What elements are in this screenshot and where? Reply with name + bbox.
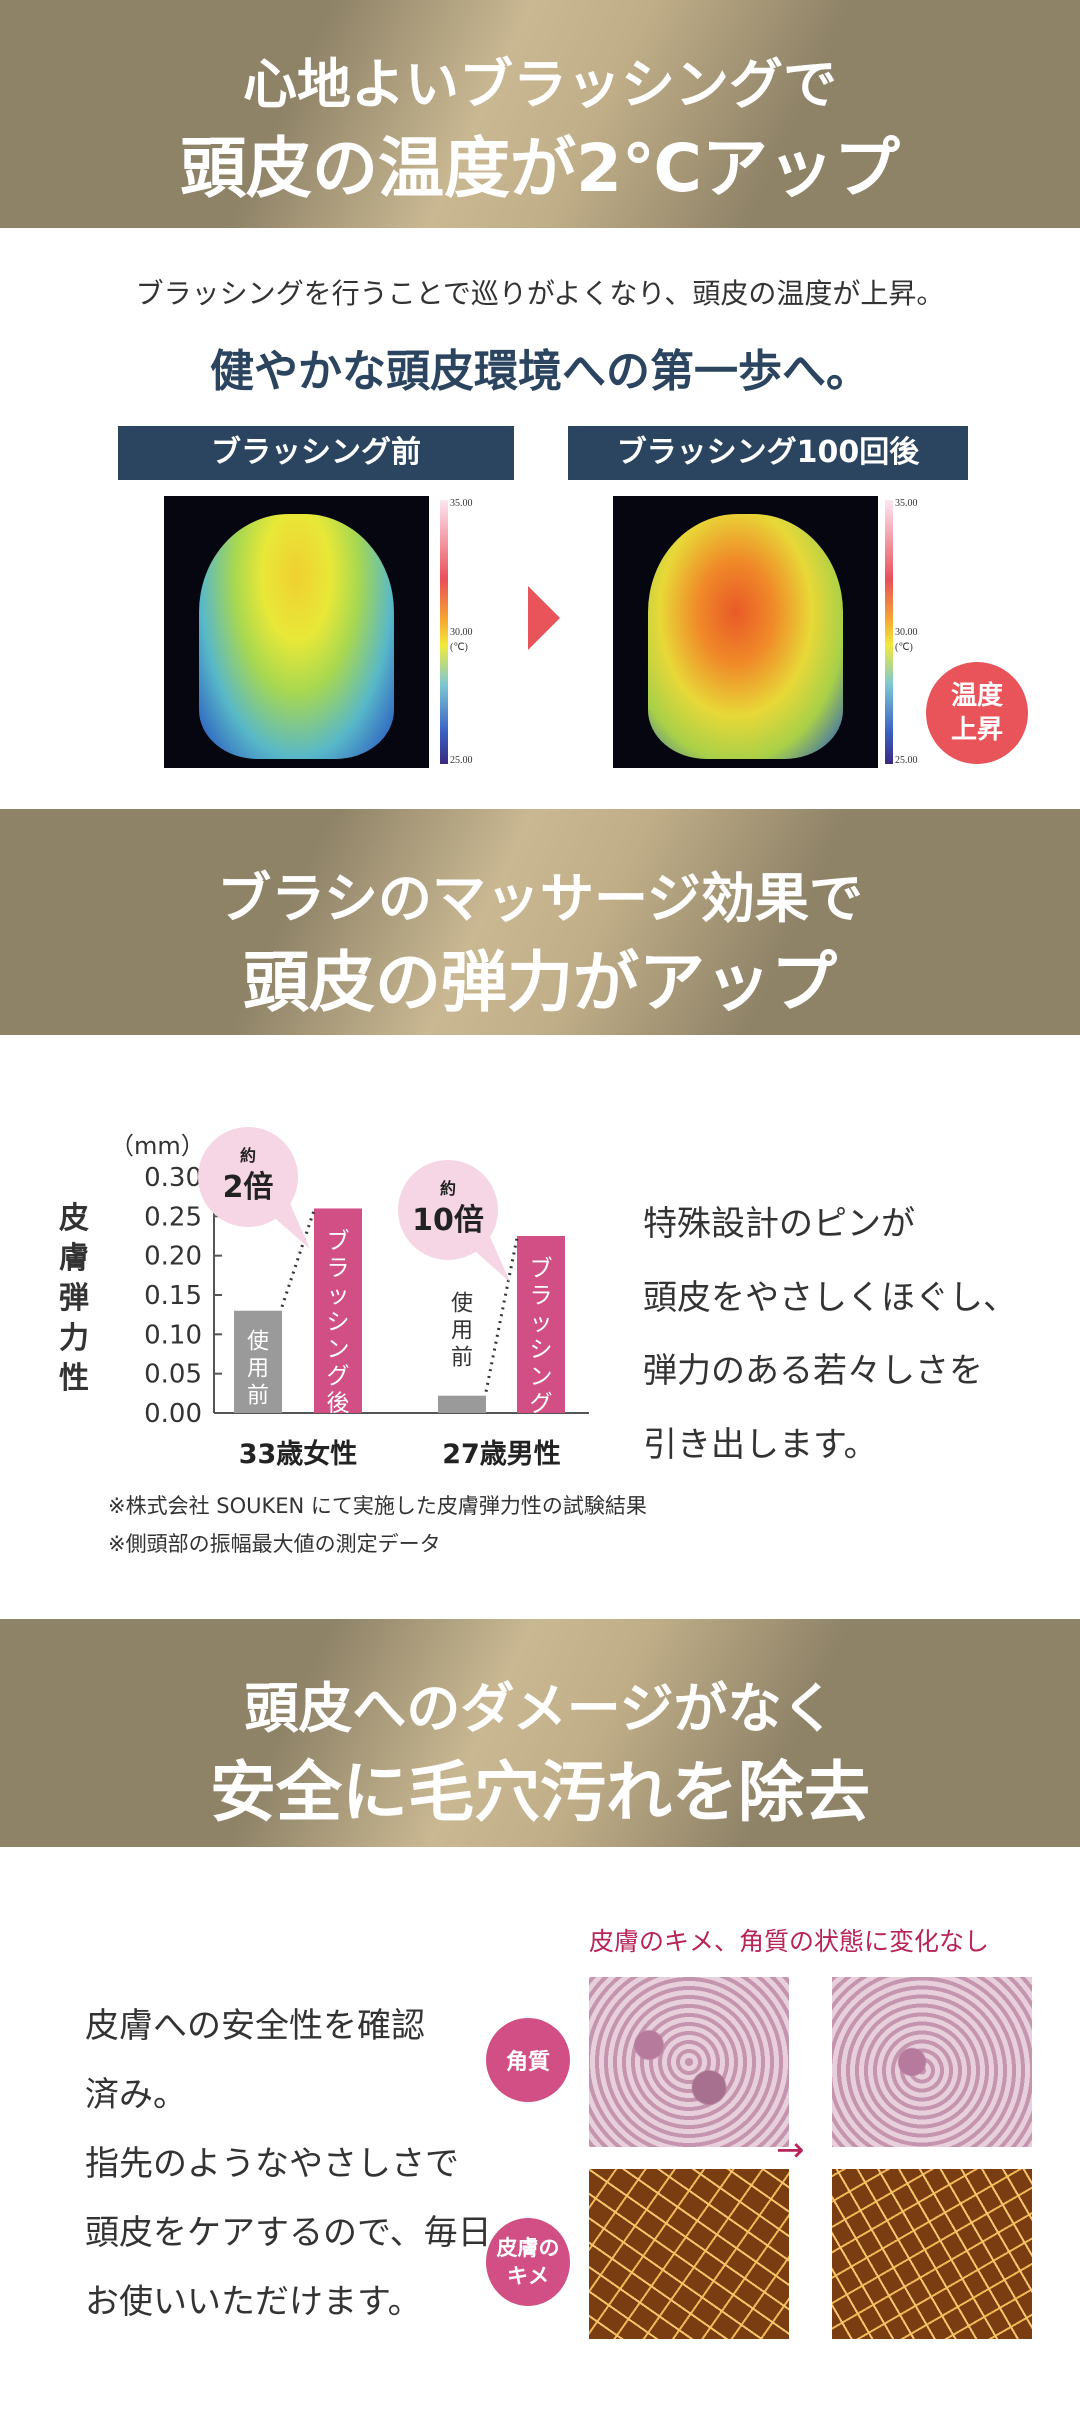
- section1-title-line1: 心地よいブラッシングで: [243, 53, 837, 116]
- section3-banner: 頭皮へのダメージがなく 安全に毛穴汚れを除去: [0, 1619, 1080, 1847]
- safety-text: 皮膚への安全性を確認 済み。 指先のようなやさしさで 頭皮をケアするので、毎日 …: [85, 1992, 492, 2337]
- annotation-prefix: 約: [240, 1146, 256, 1165]
- keratin-after-image: [832, 1977, 1032, 2147]
- y-axis-label-char: 皮: [59, 1201, 89, 1236]
- bar-before-label-char: 前: [451, 1346, 473, 1371]
- bar-after: [517, 1236, 565, 1413]
- bar-before: [234, 1310, 282, 1413]
- temperature-scale-after: [885, 500, 893, 764]
- bar-before-label-char: 使: [247, 1330, 269, 1355]
- section1-headline: 健やかな頭皮環境への第一歩へ。: [210, 346, 870, 397]
- keratin-badge: 角質: [486, 2018, 570, 2102]
- section2-banner: ブラシのマッサージ効果で 頭皮の弾力がアップ: [0, 809, 1080, 1035]
- description-line: 頭皮をやさしくほぐし、: [643, 1278, 1017, 1318]
- dotted-connector: [280, 1209, 316, 1308]
- description-line: 弾力のある若々しさを: [643, 1351, 983, 1391]
- skin-texture-before-image: [589, 2169, 789, 2339]
- bar-after-label-char: ン: [327, 1336, 350, 1362]
- after-label: ブラッシング100回後: [568, 426, 968, 480]
- bar-after-label-char: ン: [530, 1364, 553, 1390]
- y-tick-label: 0.15: [144, 1281, 202, 1311]
- scale-unit-label: (℃): [895, 642, 913, 653]
- section1-intro: ブラッシングを行うことで巡りがよくなり、頭皮の温度が上昇。: [135, 277, 945, 310]
- section1-title-line2: 頭皮の温度が2℃アップ: [180, 130, 900, 207]
- temperature-rise-badge: 温度上昇: [926, 662, 1028, 764]
- scale-top-label: 35.00: [895, 498, 918, 509]
- y-tick-label: 0.05: [144, 1360, 202, 1390]
- bar-after-label-char: ラ: [530, 1283, 553, 1309]
- bar-after-label-char: ブ: [530, 1256, 553, 1282]
- skin-texture-badge: 皮膚の キメ: [486, 2218, 570, 2306]
- section2-title-line2: 頭皮の弾力がアップ: [243, 944, 837, 1021]
- annotation-value: 10倍: [412, 1203, 484, 1238]
- description-line: 特殊設計のピンが: [643, 1204, 915, 1244]
- y-tick-label: 0.30: [144, 1163, 202, 1193]
- thermal-image-before: [164, 496, 429, 768]
- bar-after-label-char: ラ: [327, 1255, 350, 1281]
- skin-texture-after-image: [832, 2169, 1032, 2339]
- annotation-bubble: [198, 1127, 298, 1227]
- comparison-caption: 皮膚のキメ、角質の状態に変化なし: [589, 1927, 990, 1956]
- keratin-before-image: [589, 1977, 789, 2147]
- section1-banner: 心地よいブラッシングで 頭皮の温度が2℃アップ: [0, 0, 1080, 228]
- bar-after-label-char: グ: [327, 1363, 350, 1389]
- bar-before-label-char: 用: [451, 1319, 473, 1344]
- bar-before-label-char: 前: [247, 1384, 269, 1409]
- bar-after-label-char: 後: [327, 1390, 350, 1416]
- temperature-scale-before: [440, 500, 448, 764]
- unit-label: （mm）: [110, 1132, 205, 1160]
- bar-before-label-char: 用: [247, 1357, 269, 1382]
- section3-title-line1: 頭皮へのダメージがなく: [244, 1677, 836, 1740]
- scale-unit-label: (℃): [450, 642, 468, 653]
- scale-top-label: 35.00: [450, 498, 473, 509]
- y-axis-label-char: 弾: [59, 1281, 89, 1316]
- section3-title-line2: 安全に毛穴汚れを除去: [210, 1754, 870, 1831]
- arrow-right-icon: [528, 586, 560, 650]
- badge-line1: 皮膚の: [496, 2236, 560, 2260]
- bar-after: [314, 1208, 362, 1413]
- bar-after-label-char: シ: [530, 1337, 553, 1363]
- y-tick-label: 0.20: [144, 1242, 202, 1272]
- category-label: 33歳女性: [239, 1438, 358, 1470]
- scale-mid-label: 30.00: [450, 627, 473, 638]
- section2-title-line1: ブラシのマッサージ効果で: [217, 867, 863, 930]
- footnote: ※側頭部の振幅最大値の測定データ: [108, 1532, 441, 1556]
- description-line: 引き出します。: [643, 1425, 878, 1465]
- badge-line2: キメ: [507, 2264, 549, 2288]
- safety-line: 頭皮をケアするので、毎日: [85, 2213, 492, 2253]
- dotted-connector: [484, 1237, 519, 1392]
- thermal-image-after: [613, 496, 878, 768]
- footnote: ※株式会社 SOUKEN にて実施した皮膚弾力性の試験結果: [108, 1494, 647, 1518]
- safety-line: 指先のようなやさしさで: [85, 2144, 459, 2184]
- badge-text: 温度上昇: [950, 681, 1003, 745]
- arrow-right-icon: →: [776, 2130, 805, 2170]
- bar-after-label-char: ッ: [327, 1282, 350, 1308]
- y-tick-label: 0.25: [144, 1202, 202, 1232]
- y-tick-label: 0.00: [144, 1399, 202, 1429]
- bar-before-label-char: 使: [451, 1292, 473, 1317]
- elasticity-chart: （mm）0.000.050.100.150.200.250.30皮膚弾力性使用前…: [59, 1127, 589, 1470]
- safety-line: 皮膚への安全性を確認: [85, 2006, 425, 2046]
- y-axis-label-char: 膚: [59, 1241, 89, 1276]
- annotation-bubble: [398, 1160, 498, 1260]
- y-axis-label-char: 力: [59, 1321, 89, 1356]
- before-label: ブラッシング前: [118, 426, 514, 480]
- bar-after-label-char: グ: [530, 1391, 553, 1417]
- scale-bottom-label: 25.00: [450, 755, 473, 766]
- annotation-value: 2倍: [223, 1170, 274, 1205]
- bar-after-label-char: 後: [530, 1418, 553, 1444]
- safety-line: 済み。: [85, 2075, 187, 2115]
- bar-before: [438, 1395, 486, 1413]
- scale-bottom-label: 25.00: [895, 755, 918, 766]
- bar-after-label-char: ッ: [530, 1310, 553, 1336]
- annotation-prefix: 約: [440, 1179, 456, 1198]
- y-axis-label-char: 性: [59, 1361, 89, 1396]
- bar-after-label-char: シ: [327, 1309, 350, 1335]
- safety-line: お使いいただけます。: [85, 2282, 422, 2322]
- category-label: 27歳男性: [442, 1439, 561, 1470]
- y-tick-label: 0.10: [144, 1320, 202, 1350]
- scale-mid-label: 30.00: [895, 627, 918, 638]
- bar-after-label-char: ブ: [327, 1228, 350, 1254]
